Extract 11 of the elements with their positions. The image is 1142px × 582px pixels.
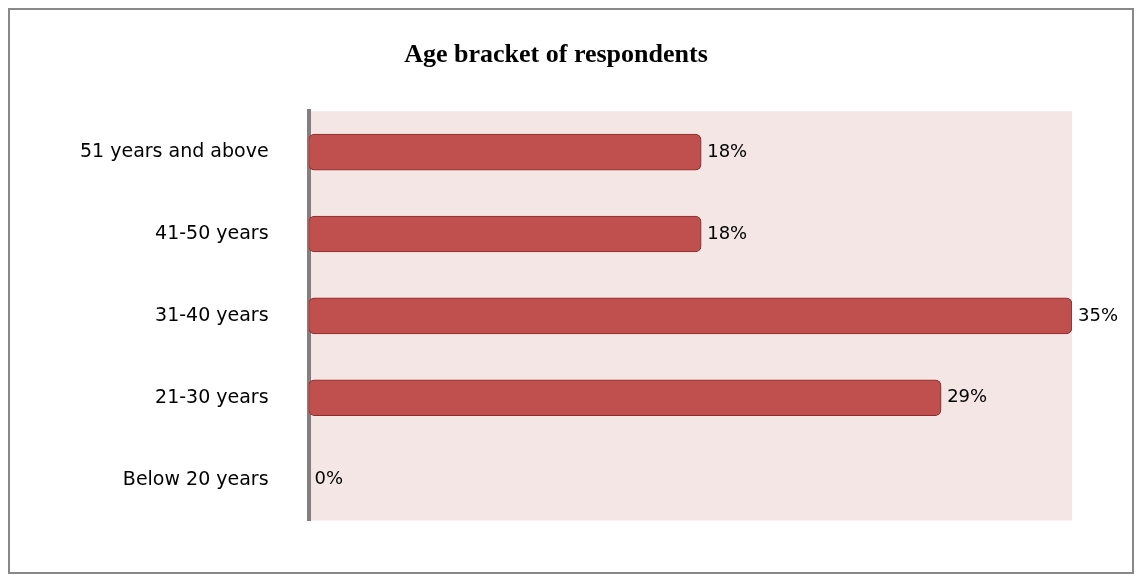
data-label: 18% — [707, 139, 748, 161]
y-tick-label: 41-50 years — [155, 220, 269, 243]
data-label: 29% — [947, 385, 988, 407]
data-label: 0% — [314, 467, 344, 489]
y-tick-label: Below 20 years — [122, 466, 269, 489]
data-label: 35% — [1078, 303, 1119, 325]
y-tick-label: 31-40 years — [155, 302, 269, 325]
data-label: 18% — [707, 221, 748, 243]
y-tick-label: 51 years and above — [80, 139, 269, 162]
chart-title: Age bracket of respondents — [404, 39, 708, 69]
y-tick-label: 21-30 years — [155, 384, 269, 407]
